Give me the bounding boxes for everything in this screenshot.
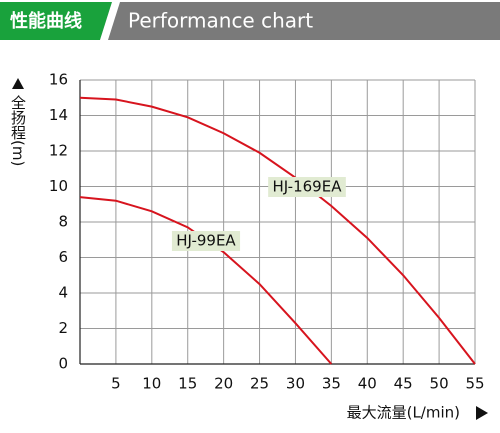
x-axis-label: 最大流量(L/min) xyxy=(347,404,460,422)
y-tick-label: 12 xyxy=(49,142,68,160)
y-tick-label: 10 xyxy=(49,177,68,195)
y-tick-label: 2 xyxy=(58,319,68,337)
header-green xyxy=(0,2,112,40)
y-arrow xyxy=(12,78,24,89)
series-label: HJ-169EA xyxy=(273,178,343,196)
x-tick-label: 20 xyxy=(214,375,233,393)
x-tick-label: 5 xyxy=(111,375,121,393)
x-tick-label: 15 xyxy=(178,375,197,393)
header-subtitle: Performance chart xyxy=(128,9,313,33)
header-divider xyxy=(100,2,120,40)
y-tick-label: 6 xyxy=(58,248,68,266)
x-tick-label: 10 xyxy=(142,375,161,393)
y-tick-label: 16 xyxy=(49,71,68,89)
x-tick-label: 55 xyxy=(465,375,484,393)
x-arrow xyxy=(476,406,488,420)
x-tick-label: 40 xyxy=(358,375,377,393)
x-tick-label: 30 xyxy=(286,375,305,393)
header-title: 性能曲线 xyxy=(10,10,82,32)
y-axis-label: 全扬程(m) xyxy=(9,94,27,166)
x-tick-label: 35 xyxy=(322,375,341,393)
series-label-bg xyxy=(268,177,346,197)
x-tick-label: 25 xyxy=(250,375,269,393)
series-label: HJ-99EA xyxy=(176,232,236,250)
series-label-bg xyxy=(171,231,241,251)
y-tick-label: 14 xyxy=(49,106,68,124)
y-tick-label: 8 xyxy=(58,213,68,231)
y-tick-label: 4 xyxy=(58,284,68,302)
curve xyxy=(79,96,476,365)
x-tick-label: 45 xyxy=(394,375,413,393)
x-tick-label: 50 xyxy=(430,375,449,393)
y-tick-label: 0 xyxy=(58,355,68,373)
